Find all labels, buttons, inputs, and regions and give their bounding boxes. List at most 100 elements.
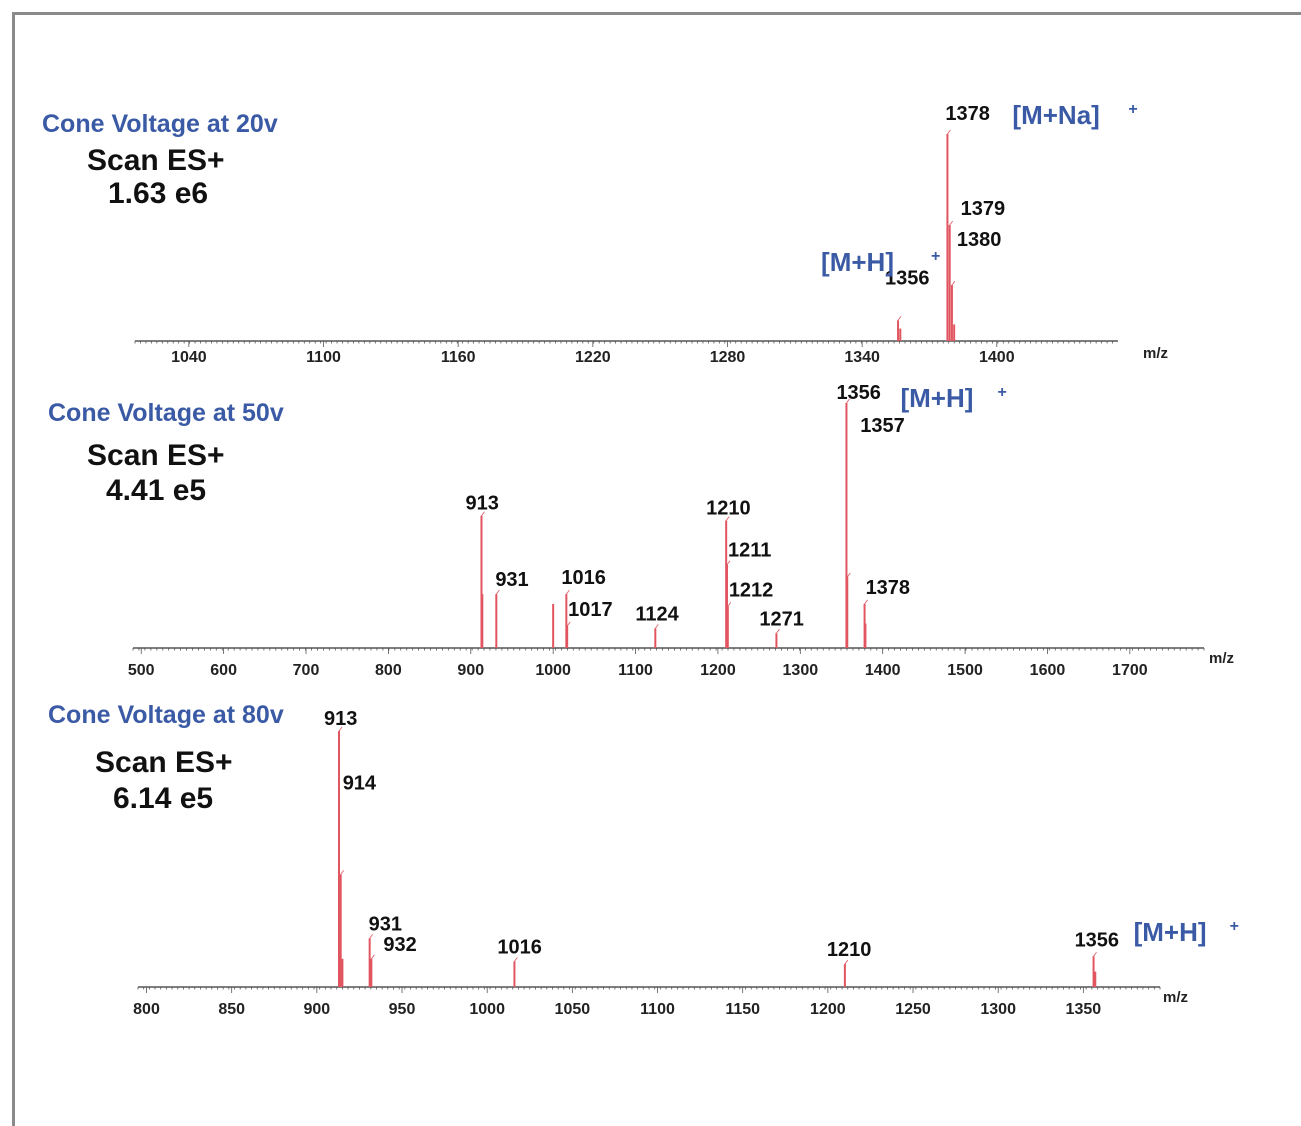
peak-leader — [514, 957, 518, 962]
panel1-plot: 1040 1100 1160 1220 1280 1340 1400 1356 1378 1379… — [134, 100, 1138, 366]
peak-label-1212: 1212 — [729, 579, 774, 601]
peak-label-1356: 1356 — [1075, 929, 1120, 951]
peak-leader — [844, 959, 849, 965]
ion-annotation-charge: + — [1230, 918, 1239, 935]
peak-leader — [951, 280, 956, 286]
ion-annotation: [M+Na] — [1012, 100, 1099, 130]
tick-label: 1280 — [710, 349, 746, 366]
peak-label-1356: 1356 — [836, 382, 881, 404]
tick-label: 1100 — [618, 662, 653, 679]
peak-label-931: 931 — [369, 913, 402, 935]
peak-label-1378: 1378 — [945, 103, 990, 125]
peak-label-913: 913 — [324, 708, 357, 730]
peak-leader — [727, 602, 732, 607]
tick-label: 1700 — [1112, 662, 1148, 679]
tick-label: 1500 — [947, 662, 983, 679]
tick-label: 900 — [457, 662, 484, 679]
panel2-xlabel: m/z — [1209, 650, 1234, 667]
peak-leader — [864, 599, 868, 605]
tick-label: 900 — [303, 1001, 330, 1018]
peak-label-1380: 1380 — [957, 229, 1002, 251]
peak-leader — [949, 220, 953, 226]
panel1-title: Cone Voltage at 20v — [42, 110, 278, 138]
panel3-plot: 800 850 900 950 1000 1050 1100 1150 1200 1250 1300… — [133, 708, 1239, 1018]
peak-label-1379: 1379 — [961, 198, 1006, 220]
peak-leader — [371, 954, 375, 960]
peak-label-1210: 1210 — [706, 498, 751, 520]
peak-leader — [566, 589, 570, 595]
tick-label: 800 — [375, 662, 402, 679]
tick-label: 1100 — [306, 349, 341, 366]
ion-annotation-charge: + — [1128, 101, 1137, 118]
peak-label-1016: 1016 — [561, 567, 606, 589]
tick-label: 1150 — [725, 1001, 760, 1018]
tick-label: 950 — [389, 1001, 416, 1018]
tick-label: 1100 — [640, 1001, 675, 1018]
tick-label: 1400 — [979, 349, 1015, 366]
tick-label: 1160 — [441, 349, 476, 366]
ion-annotation-charge: + — [997, 384, 1006, 401]
peak-leader — [340, 870, 345, 875]
peak-leader — [495, 589, 500, 595]
ion-annotation: [M+H] — [821, 247, 894, 277]
ion-annotation-charge: + — [931, 248, 940, 265]
peak-leader — [654, 624, 659, 629]
tick-label: 1300 — [980, 1001, 1016, 1018]
panel2-plot: 500 600 700 800 900 1000 1100 1200 1300 1400 1500 1… — [128, 382, 1205, 679]
tick-label: 1040 — [171, 349, 207, 366]
peak-leader — [897, 316, 902, 321]
peak-leader — [846, 572, 851, 578]
peak-label-1017: 1017 — [568, 599, 613, 621]
panel1-scan: Scan ES+ — [87, 144, 225, 177]
peak-leader — [726, 560, 731, 565]
tick-label: 700 — [293, 662, 320, 679]
peak-leader — [846, 398, 850, 404]
tick-label: 600 — [210, 662, 237, 679]
peak-label-931: 931 — [495, 569, 528, 591]
peak-leader — [776, 629, 780, 634]
tick-label: 500 — [128, 662, 155, 679]
peak-label-1357: 1357 — [860, 415, 905, 437]
tick-label: 1000 — [469, 1001, 505, 1018]
tick-label: 1350 — [1066, 1001, 1102, 1018]
peak-label-1211: 1211 — [728, 540, 771, 562]
tick-label: 1050 — [555, 1001, 591, 1018]
peak-leader — [947, 129, 951, 135]
tick-label: 1400 — [865, 662, 901, 679]
tick-label: 1300 — [783, 662, 819, 679]
ion-annotation: [M+H] — [1134, 917, 1207, 947]
tick-label: 1000 — [535, 662, 571, 679]
panel3-xlabel: m/z — [1163, 989, 1188, 1006]
peak-leader — [566, 621, 571, 627]
peak-label-932: 932 — [383, 934, 416, 956]
panel1-xlabel: m/z — [1143, 345, 1168, 362]
peak-label-1016: 1016 — [497, 936, 541, 958]
tick-label: 850 — [218, 1001, 245, 1018]
peak-label-1210: 1210 — [827, 939, 872, 961]
tick-label: 1200 — [810, 1001, 846, 1018]
panel2-title: Cone Voltage at 50v — [48, 399, 284, 427]
tick-label: 1220 — [575, 349, 611, 366]
peak-label-1271: 1271 — [759, 608, 804, 630]
panel2-intensity: 4.41 e5 — [106, 474, 206, 507]
tick-label: 1600 — [1030, 662, 1066, 679]
tick-label: 1250 — [895, 1001, 931, 1018]
tick-label: 1200 — [700, 662, 736, 679]
panel2-scan: Scan ES+ — [87, 439, 225, 472]
peak-label-1124: 1124 — [635, 603, 679, 625]
panel3-intensity: 6.14 e5 — [113, 782, 213, 815]
figure-frame — [12, 12, 1301, 1126]
peak-label-1356: 1356 — [885, 267, 930, 289]
panel3-scan: Scan ES+ — [95, 746, 233, 779]
peak-leader — [481, 511, 485, 516]
peak-leader — [338, 726, 343, 732]
peak-label-914: 914 — [343, 772, 377, 794]
tick-label: 800 — [133, 1001, 160, 1018]
panel3-title: Cone Voltage at 80v — [48, 701, 284, 729]
peak-leader — [725, 516, 730, 521]
peak-label-1378: 1378 — [866, 577, 911, 599]
tick-label: 1340 — [844, 349, 880, 366]
peak-leader — [369, 934, 373, 939]
panel1-intensity: 1.63 e6 — [108, 177, 208, 210]
